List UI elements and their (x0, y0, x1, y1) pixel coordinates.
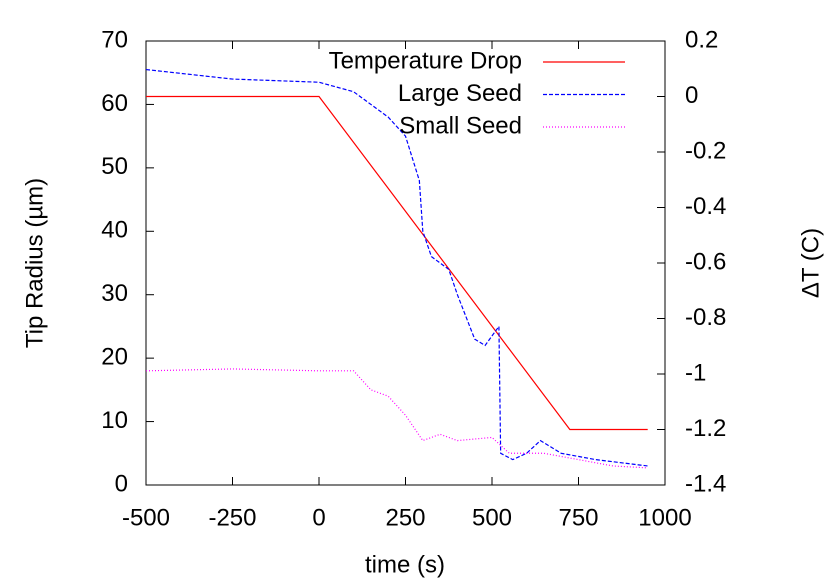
y2-tick-label: 0 (685, 82, 698, 109)
x-tick-label: 500 (472, 504, 512, 531)
x-tick-label: 0 (312, 504, 325, 531)
y2-tick-label: -0.8 (685, 304, 726, 331)
y2-tick-label: -1 (685, 359, 706, 386)
y-axis-label: Tip Radius (µm) (21, 178, 48, 348)
x-tick-label: 750 (558, 504, 598, 531)
y2-tick-label: -0.4 (685, 193, 726, 220)
y-tick-label: 40 (101, 217, 128, 244)
y-tick-label: 60 (101, 90, 128, 117)
y-tick-label: 50 (101, 153, 128, 180)
x-tick-label: -250 (208, 504, 256, 531)
y-tick-label: 30 (101, 280, 128, 307)
series-line (145, 68, 648, 467)
y2-tick-label: 0.2 (685, 26, 718, 53)
y2-tick-label: -0.2 (685, 137, 726, 164)
legend-label: Small Seed (399, 112, 522, 139)
y2-tick-label: -1.2 (685, 415, 726, 442)
x-axis-label: time (s) (365, 551, 445, 578)
x-tick-label: 250 (385, 504, 425, 531)
x-tick-label: 1000 (638, 504, 691, 531)
series-line (145, 368, 648, 469)
y2-tick-label: -0.6 (685, 248, 726, 275)
series-line (146, 95, 648, 431)
plot-frame (145, 40, 666, 486)
y-tick-label: 70 (101, 26, 128, 53)
y2-tick-label: -1.4 (685, 470, 726, 497)
y2-axis-label: ΔT (C) (797, 228, 824, 298)
y-tick-label: 20 (101, 343, 128, 370)
y-tick-label: 0 (115, 470, 128, 497)
legend-label: Temperature Drop (329, 47, 522, 74)
y-tick-label: 10 (101, 407, 128, 434)
x-tick-label: -500 (122, 504, 170, 531)
legend-label: Large Seed (398, 80, 522, 107)
